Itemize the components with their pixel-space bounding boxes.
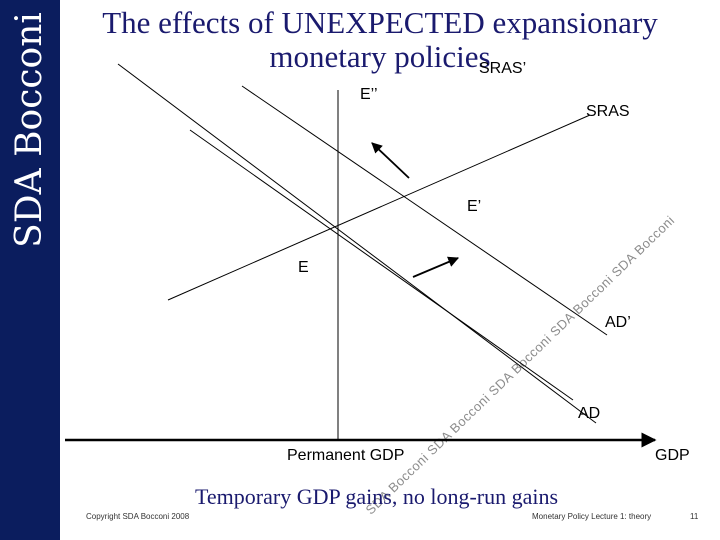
e-prime-label: E’ <box>467 198 482 215</box>
ad-prime-curve <box>241 85 608 336</box>
footer-page-number: 11 <box>690 512 699 521</box>
footer-copyright: Copyright SDA Bocconi 2008 <box>86 512 190 521</box>
brand-logo: SDA Bocconi <box>9 12 50 248</box>
ad-prime-label: AD’ <box>605 314 631 331</box>
arrow-e-prime-to-e-double-prime <box>371 142 410 179</box>
footer-course: Monetary Policy Lecture 1: theory <box>532 512 652 521</box>
x-axis-label: GDP <box>655 447 690 464</box>
ad-curve <box>189 129 574 401</box>
ad-label: AD <box>578 405 601 422</box>
sras-curve <box>167 114 591 301</box>
sras-prime-label: SRAS’ <box>479 60 527 77</box>
slide-title-line-1: The effects of UNEXPECTED expansionary <box>102 5 658 40</box>
slide-title-line-2: monetary policies <box>269 39 491 74</box>
permanent-gdp-label: Permanent GDP <box>287 447 405 464</box>
e-double-prime-label: E’’ <box>360 86 378 103</box>
e-label: E <box>298 259 309 276</box>
slide-title: The effects of UNEXPECTED expansionary m… <box>70 6 690 74</box>
sras-prime-curve <box>117 63 597 424</box>
slide-caption: Temporary GDP gains, no long-run gains <box>195 484 559 509</box>
as-ad-diagram <box>65 63 657 448</box>
sras-label: SRAS <box>586 103 630 120</box>
sidebar-brand-band: SDA Bocconi <box>0 0 60 540</box>
arrow-e-to-e-prime <box>412 256 459 278</box>
